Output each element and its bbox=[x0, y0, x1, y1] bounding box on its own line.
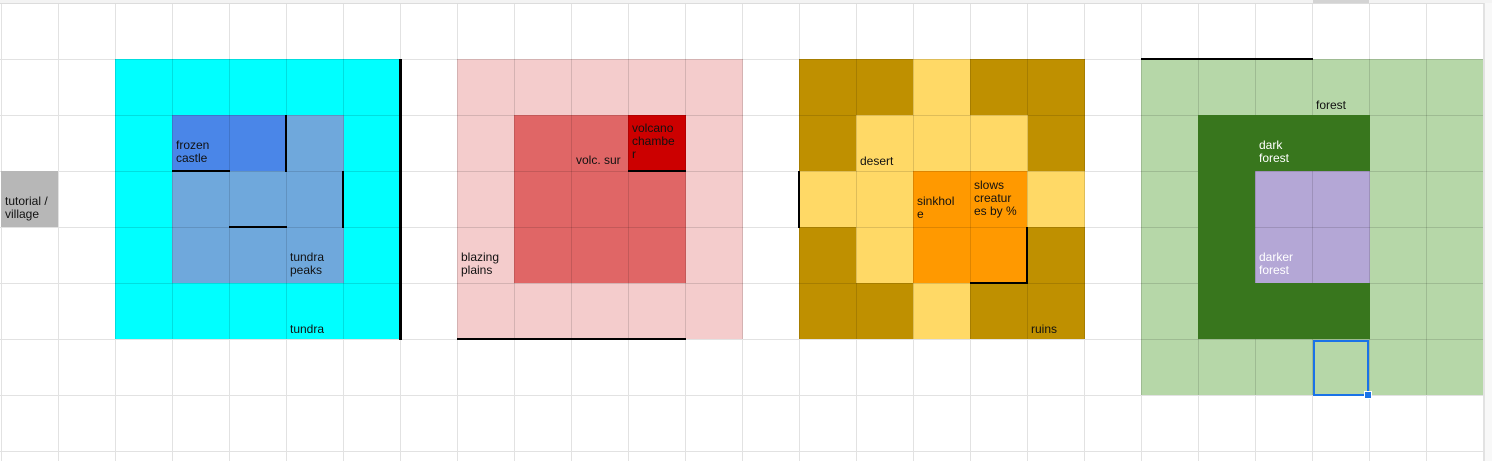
frozen-castle-right-wall bbox=[285, 115, 287, 172]
desert-label: desert bbox=[860, 154, 894, 168]
tundra-peaks-mid-wall bbox=[229, 226, 287, 228]
darker-forest-label: darker forest bbox=[1259, 250, 1294, 277]
volcanic-surface-label: volc. sur bbox=[576, 154, 621, 167]
dark-forest-label: dark forest bbox=[1259, 138, 1290, 165]
volcano-chamber-bottom-wall bbox=[628, 170, 686, 172]
tundra-peaks-inner-wall bbox=[342, 171, 344, 228]
sinkhole-bottom-wall bbox=[970, 282, 1028, 284]
tundra-right-wall bbox=[399, 59, 402, 340]
ruins-label: ruins bbox=[1031, 322, 1058, 336]
forest-label: forest bbox=[1316, 98, 1347, 112]
frozen-castle-label: frozen castle bbox=[176, 138, 210, 165]
blazing-plains-label: blazing plains bbox=[461, 250, 500, 277]
vertical-scrollbar[interactable] bbox=[1484, 3, 1492, 461]
tutorial-village-label: tutorial / village bbox=[5, 194, 48, 221]
slows-creatures-label: slows creatur es by % bbox=[974, 178, 1017, 218]
tundra-label: tundra bbox=[290, 322, 325, 336]
tutorial-village-cell[interactable] bbox=[1, 171, 58, 227]
tundra-peaks-label: tundra peaks bbox=[290, 250, 325, 277]
volcano-chamber-label: volcano chambe r bbox=[632, 121, 675, 161]
column-header-strip[interactable] bbox=[0, 0, 1492, 4]
sinkhole-label: sinkhol e bbox=[917, 194, 955, 221]
desert-left-wall bbox=[798, 171, 800, 228]
fill-handle[interactable] bbox=[1364, 391, 1372, 399]
frozen-castle-bottom-wall bbox=[172, 170, 230, 172]
sinkhole-region[interactable] bbox=[913, 171, 1027, 283]
volcano-chamber-cell[interactable] bbox=[628, 115, 686, 171]
selected-cell[interactable] bbox=[1313, 340, 1369, 396]
sinkhole-right-wall bbox=[1026, 227, 1028, 284]
selected-column-indicator bbox=[1313, 0, 1369, 3]
blazing-plains-bottom-wall bbox=[457, 338, 686, 340]
volcanic-surface-region[interactable] bbox=[514, 115, 686, 283]
darker-forest-region[interactable] bbox=[1255, 171, 1370, 283]
forest-top-wall bbox=[1141, 58, 1313, 60]
frozen-castle-region[interactable] bbox=[172, 115, 286, 171]
